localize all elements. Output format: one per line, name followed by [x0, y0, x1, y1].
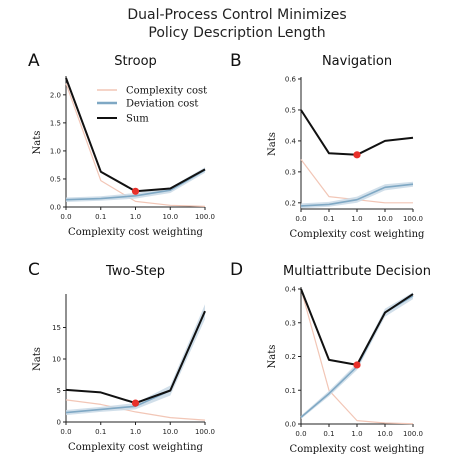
series-complexity: [300, 159, 414, 204]
panel-title: Two-Step: [105, 264, 165, 279]
panel-letter: A: [28, 51, 40, 71]
series-line-sum: [300, 109, 414, 156]
y-axis-label: Nats: [32, 131, 43, 155]
x-tick-label: 10.0: [162, 428, 178, 436]
y-tick-label: 0.0: [285, 421, 296, 429]
deviation-band: [66, 304, 205, 416]
y-tick-label: 0.5: [50, 175, 61, 183]
y-tick-label: 0.5: [285, 106, 296, 114]
y-axis-label: Nats: [267, 345, 278, 369]
series-deviation: [300, 181, 414, 209]
series-line-complexity: [300, 159, 413, 204]
y-tick-label: 2.0: [50, 91, 61, 99]
series-line-sum: [65, 310, 206, 405]
panel-title: Navigation: [322, 54, 392, 69]
x-tick-label: 0.1: [323, 215, 334, 223]
x-tick-label: 100.0: [403, 430, 423, 438]
x-axis-label: Complexity cost weighting: [68, 227, 203, 238]
series-line-deviation: [300, 295, 414, 418]
y-tick-label: 0.3: [285, 319, 296, 327]
x-tick-label: 0.0: [60, 428, 71, 436]
panel-letter: D: [230, 260, 243, 280]
panel-title: Stroop: [114, 54, 157, 69]
x-tick-label: 1.0: [351, 430, 362, 438]
legend-label-complexity: Complexity cost: [126, 86, 207, 97]
x-tick-label: 10.0: [162, 213, 178, 221]
series-sum: [300, 288, 414, 366]
x-tick-label: 10.0: [377, 430, 393, 438]
panel-c: C Two-Step 0.0 0.1 1.0 10.0 100.0 0 5 10 15 Complex…: [28, 260, 215, 453]
panel-letter: C: [28, 260, 40, 280]
x-tick-label: 10.0: [377, 215, 393, 223]
y-tick-label: 0.6: [285, 76, 297, 84]
legend-label-sum: Sum: [126, 114, 149, 125]
y-axis-label: Nats: [267, 132, 278, 156]
x-axis-label: Complexity cost weighting: [68, 442, 203, 453]
y-tick-label: 1.5: [50, 119, 61, 127]
y-tick-label: 5: [57, 387, 61, 395]
x-tick-label: 100.0: [195, 213, 215, 221]
deviation-band: [66, 167, 205, 202]
deviation-band: [301, 181, 413, 209]
series-line-deviation: [300, 183, 414, 207]
x-tick-label: 1.0: [351, 215, 362, 223]
x-tick-label: 1.0: [130, 428, 141, 436]
y-tick-label: 0: [57, 419, 61, 427]
series-line-sum: [300, 288, 414, 366]
legend-label-deviation: Deviation cost: [126, 99, 198, 110]
y-axis-label: Nats: [32, 347, 43, 371]
optimum-marker: [353, 151, 361, 159]
panel-a: A Stroop 0.0 0.1 1.0 10.0 100.0 0.0 0.5 1.0 1.5 2.0…: [28, 51, 215, 238]
x-axis-label: Complexity cost weighting: [290, 444, 425, 455]
x-axis-label: Complexity cost weighting: [290, 229, 425, 240]
x-tick-label: 1.0: [130, 213, 141, 221]
x-tick-label: 100.0: [403, 215, 423, 223]
figure-title-line1: Dual-Process Control Minimizes: [127, 7, 346, 23]
y-tick-label: 1.0: [50, 147, 61, 155]
series-deviation: [65, 167, 206, 202]
series-deviation: [300, 292, 414, 419]
series-line-deviation: [65, 169, 206, 201]
deviation-band: [301, 292, 413, 419]
y-tick-label: 0.1: [285, 387, 296, 395]
y-tick-label: 0.2: [285, 353, 296, 361]
x-tick-label: 0.1: [95, 213, 106, 221]
series-complexity: [65, 83, 206, 207]
y-tick-label: 0.0: [50, 204, 61, 212]
series-sum: [300, 109, 414, 156]
y-tick-label: 0.4: [285, 137, 297, 145]
optimum-marker: [131, 187, 140, 195]
optimum-marker: [353, 361, 361, 369]
x-tick-label: 0.0: [295, 215, 306, 223]
panel-b: B Navigation 0.0 0.1 1.0 10.0 100.0 0.2 0.3 0.4 0.…: [230, 51, 425, 240]
series-line-complexity: [65, 399, 206, 421]
x-tick-label: 0.0: [60, 213, 71, 221]
optimum-marker: [131, 399, 140, 407]
y-tick-label: 15: [52, 324, 61, 332]
series-complexity: [65, 399, 206, 421]
panel-letter: B: [230, 51, 242, 71]
x-tick-label: 100.0: [195, 428, 215, 436]
y-tick-label: 0.3: [285, 168, 296, 176]
y-tick-label: 0.4: [285, 286, 297, 294]
panel-title: Multiattribute Decision: [283, 264, 431, 279]
series-line-complexity: [300, 288, 414, 425]
y-tick-label: 0.2: [285, 199, 296, 207]
y-tick-label: 10: [52, 356, 61, 364]
legend: Complexity cost Deviation cost Sum: [97, 86, 207, 125]
figure-title-line2: Policy Description Length: [148, 25, 325, 41]
panel-d: D Multiattribute Decision 0.0 0.1 1.0 10.0 100…: [230, 260, 431, 455]
x-tick-label: 0.1: [95, 428, 106, 436]
series-sum: [65, 310, 206, 405]
x-tick-label: 0.0: [295, 430, 306, 438]
x-tick-label: 0.1: [323, 430, 334, 438]
